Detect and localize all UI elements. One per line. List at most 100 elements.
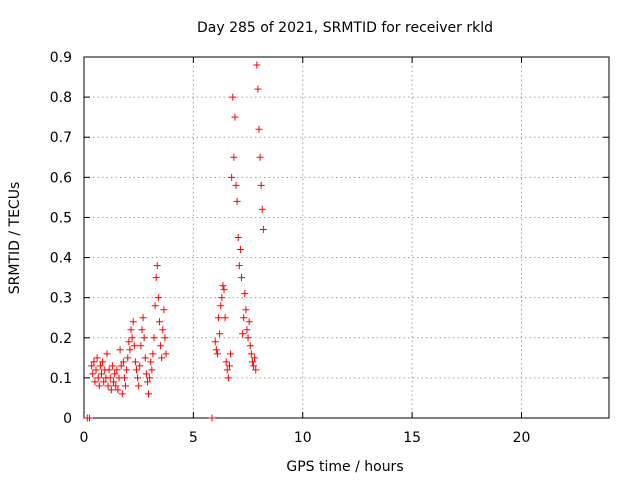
data-point bbox=[145, 390, 153, 398]
data-point bbox=[218, 294, 226, 302]
data-point bbox=[216, 330, 224, 338]
data-point bbox=[161, 334, 169, 342]
data-point bbox=[120, 374, 128, 382]
data-point bbox=[106, 374, 114, 382]
data-point bbox=[133, 366, 140, 374]
x-tick-label: 15 bbox=[403, 430, 421, 446]
data-point bbox=[212, 346, 220, 354]
data-point bbox=[95, 382, 103, 390]
y-tick-label: 0.2 bbox=[50, 331, 72, 347]
data-point bbox=[255, 125, 263, 133]
data-point bbox=[247, 350, 255, 358]
data-point bbox=[234, 234, 242, 241]
data-point bbox=[227, 350, 235, 358]
data-point bbox=[104, 382, 112, 390]
grid-lines bbox=[84, 57, 609, 418]
data-point bbox=[208, 414, 216, 422]
data-point bbox=[160, 306, 168, 314]
data-point bbox=[153, 262, 161, 270]
data-point bbox=[111, 370, 119, 378]
data-point bbox=[158, 354, 166, 362]
data-point bbox=[125, 338, 133, 346]
data-point bbox=[89, 370, 97, 378]
data-point bbox=[135, 382, 143, 390]
x-axis-label: GPS time / hours bbox=[286, 459, 403, 475]
data-point bbox=[254, 85, 262, 93]
data-point bbox=[123, 366, 131, 374]
data-point bbox=[243, 326, 251, 334]
data-point bbox=[159, 326, 167, 334]
y-tick-label: 0 bbox=[63, 411, 72, 427]
data-point bbox=[157, 342, 165, 350]
data-point bbox=[143, 378, 151, 386]
data-point bbox=[246, 342, 254, 350]
data-point bbox=[252, 366, 260, 374]
data-point bbox=[116, 346, 124, 354]
data-point bbox=[99, 358, 107, 366]
data-point bbox=[162, 350, 170, 358]
data-point bbox=[129, 318, 137, 326]
data-point bbox=[90, 358, 98, 366]
data-point bbox=[134, 374, 142, 382]
data-point bbox=[152, 274, 160, 282]
data-point bbox=[245, 318, 253, 326]
y-tick-label: 0.9 bbox=[50, 50, 72, 66]
data-point bbox=[238, 274, 245, 282]
data-point bbox=[149, 350, 157, 358]
data-point bbox=[114, 386, 122, 394]
data-point bbox=[128, 334, 136, 342]
data-point bbox=[248, 358, 256, 366]
y-tick-label: 0.7 bbox=[50, 130, 72, 146]
data-point bbox=[112, 382, 120, 390]
data-point bbox=[213, 350, 221, 358]
data-point bbox=[94, 374, 102, 382]
data-point bbox=[239, 330, 247, 338]
data-point bbox=[138, 326, 146, 334]
x-tick-label: 5 bbox=[189, 430, 198, 446]
data-point bbox=[257, 181, 265, 189]
data-point bbox=[241, 290, 249, 298]
data-point bbox=[230, 153, 238, 161]
data-point bbox=[93, 354, 101, 362]
axis-ticks: 0 0.1 0.2 0.3 0.4 0.5 0.6 0.7 0.8 0.9 0 5 10 15 20 bbox=[50, 50, 609, 446]
data-point bbox=[224, 374, 232, 382]
data-points bbox=[83, 61, 267, 422]
x-tick-label: 0 bbox=[80, 430, 89, 446]
data-point bbox=[244, 334, 252, 342]
data-point bbox=[108, 362, 116, 370]
y-tick-label: 0.4 bbox=[50, 251, 72, 267]
data-point bbox=[124, 354, 132, 362]
y-tick-label: 0.5 bbox=[50, 210, 72, 226]
data-point bbox=[136, 362, 144, 370]
data-point bbox=[155, 318, 163, 326]
data-point bbox=[259, 225, 267, 233]
data-point bbox=[150, 334, 158, 342]
y-tick-label: 0.6 bbox=[50, 170, 72, 186]
data-point bbox=[231, 113, 239, 121]
data-point bbox=[232, 181, 240, 189]
data-point bbox=[118, 390, 126, 398]
data-point bbox=[147, 358, 155, 366]
data-point bbox=[122, 382, 130, 390]
data-point bbox=[225, 362, 233, 370]
data-point bbox=[141, 354, 149, 362]
data-point bbox=[251, 354, 259, 362]
data-point bbox=[117, 362, 125, 370]
data-point bbox=[110, 378, 118, 386]
data-point bbox=[250, 362, 258, 370]
y-axis-label: SRMTID / TECUs bbox=[7, 182, 23, 295]
data-point bbox=[219, 282, 227, 290]
data-point bbox=[107, 386, 115, 394]
data-point bbox=[236, 246, 244, 254]
data-point bbox=[92, 366, 100, 374]
data-point bbox=[229, 93, 237, 101]
data-point bbox=[119, 358, 127, 366]
data-point bbox=[240, 314, 248, 322]
data-point bbox=[85, 414, 93, 422]
data-point bbox=[96, 362, 104, 370]
data-point bbox=[137, 342, 145, 350]
data-point bbox=[127, 326, 135, 334]
x-tick-label: 10 bbox=[294, 430, 312, 446]
data-point bbox=[148, 366, 156, 374]
